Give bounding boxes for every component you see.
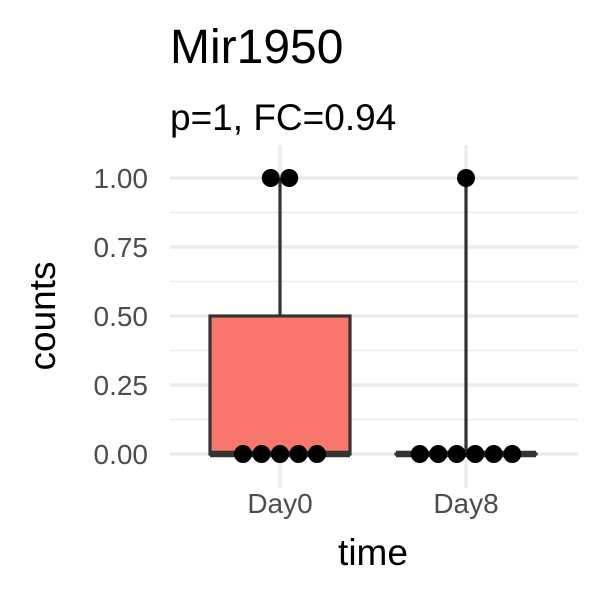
y-axis-title: counts <box>22 261 63 370</box>
data-point <box>280 169 299 187</box>
data-point <box>466 445 485 463</box>
data-point <box>429 445 448 463</box>
points <box>234 169 522 463</box>
box-Day0 <box>208 314 352 456</box>
data-point <box>457 169 475 187</box>
y-tick-label: 0.00 <box>94 439 149 470</box>
data-point <box>271 445 289 463</box>
x-tick-label: Day8 <box>433 488 498 519</box>
y-axis-ticks: 0.00 0.25 0.50 0.75 1.00 <box>94 163 149 470</box>
data-point <box>234 445 252 463</box>
data-point <box>261 169 280 187</box>
y-tick-label: 1.00 <box>94 163 149 194</box>
x-axis-title: time <box>338 532 408 573</box>
y-tick-label: 0.50 <box>94 301 149 332</box>
chart-title: Mir1950 <box>170 21 343 74</box>
boxes <box>208 178 538 458</box>
y-tick-label: 0.25 <box>94 370 149 401</box>
x-axis-ticks: Day0 Day8 <box>247 488 498 519</box>
data-point <box>447 445 466 463</box>
data-point <box>484 445 503 463</box>
chart-subtitle: p=1, FC=0.94 <box>170 97 396 138</box>
x-tick-label: Day0 <box>247 488 312 519</box>
data-point <box>308 445 326 463</box>
data-point <box>252 445 271 463</box>
data-point <box>410 445 429 463</box>
y-tick-label: 0.75 <box>94 232 149 263</box>
data-point <box>289 445 308 463</box>
data-point <box>503 445 522 463</box>
